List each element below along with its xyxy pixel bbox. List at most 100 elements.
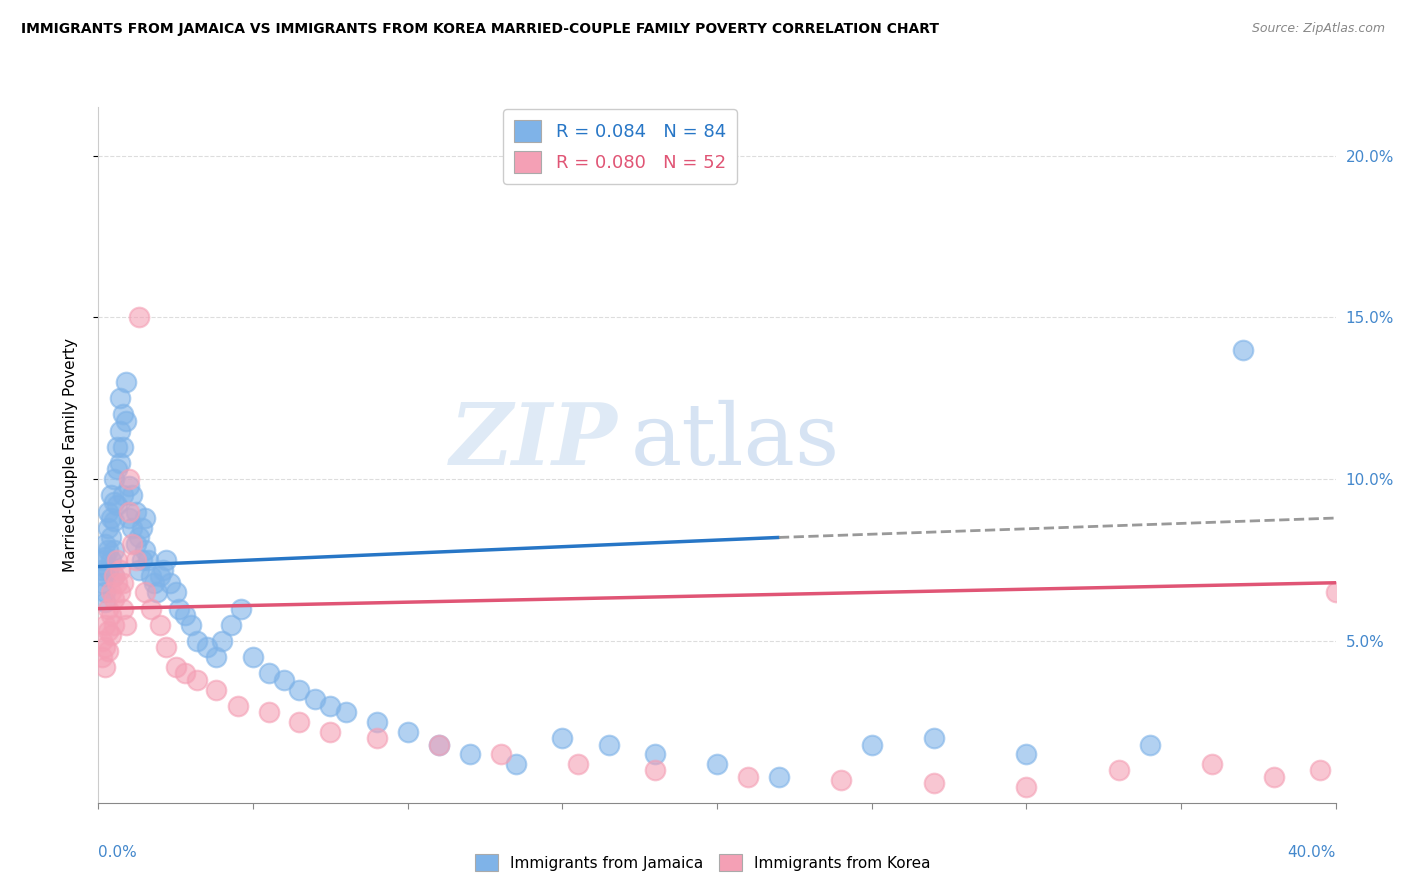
Point — [105, 462, 128, 476]
Point — [458, 747, 481, 762]
Point — [124, 537, 146, 551]
Point — [860, 738, 883, 752]
Y-axis label: Married-Couple Family Poverty: Married-Couple Family Poverty — [63, 338, 77, 572]
Point — [149, 617, 172, 632]
Point — [598, 738, 620, 752]
Point — [115, 414, 138, 428]
Point — [1309, 764, 1331, 778]
Point — [124, 553, 146, 567]
Point — [97, 521, 120, 535]
Point — [427, 738, 450, 752]
Point — [108, 456, 131, 470]
Legend: Immigrants from Jamaica, Immigrants from Korea: Immigrants from Jamaica, Immigrants from… — [470, 848, 936, 877]
Point — [1201, 756, 1223, 771]
Point — [366, 714, 388, 729]
Point — [136, 553, 159, 567]
Point — [112, 408, 135, 422]
Point — [1015, 780, 1038, 794]
Point — [121, 488, 143, 502]
Point — [118, 478, 141, 492]
Point — [100, 608, 122, 623]
Point — [304, 692, 326, 706]
Point — [90, 553, 112, 567]
Point — [103, 569, 125, 583]
Point — [97, 563, 120, 577]
Point — [121, 537, 143, 551]
Point — [319, 724, 342, 739]
Point — [134, 585, 156, 599]
Point — [121, 521, 143, 535]
Point — [211, 634, 233, 648]
Point — [93, 549, 115, 564]
Point — [105, 440, 128, 454]
Point — [149, 569, 172, 583]
Point — [131, 521, 153, 535]
Point — [139, 569, 162, 583]
Point — [1015, 747, 1038, 762]
Point — [100, 488, 122, 502]
Point — [115, 375, 138, 389]
Point — [103, 543, 125, 558]
Point — [118, 504, 141, 518]
Point — [159, 575, 181, 590]
Point — [108, 424, 131, 438]
Point — [115, 617, 138, 632]
Point — [155, 553, 177, 567]
Point — [288, 682, 311, 697]
Point — [93, 595, 115, 609]
Point — [427, 738, 450, 752]
Point — [165, 585, 187, 599]
Point — [134, 543, 156, 558]
Point — [103, 569, 125, 583]
Legend: R = 0.084   N = 84, R = 0.080   N = 52: R = 0.084 N = 84, R = 0.080 N = 52 — [503, 109, 737, 184]
Point — [922, 776, 945, 790]
Point — [100, 585, 122, 599]
Point — [93, 660, 115, 674]
Text: Source: ZipAtlas.com: Source: ZipAtlas.com — [1251, 22, 1385, 36]
Point — [100, 511, 122, 525]
Point — [922, 731, 945, 745]
Point — [288, 714, 311, 729]
Point — [134, 511, 156, 525]
Point — [205, 650, 228, 665]
Point — [97, 504, 120, 518]
Point — [229, 601, 252, 615]
Point — [551, 731, 574, 745]
Point — [108, 392, 131, 406]
Point — [489, 747, 512, 762]
Point — [103, 591, 125, 606]
Point — [221, 617, 243, 632]
Point — [165, 660, 187, 674]
Point — [257, 666, 280, 681]
Point — [139, 601, 162, 615]
Point — [112, 488, 135, 502]
Point — [1139, 738, 1161, 752]
Point — [257, 705, 280, 719]
Point — [124, 504, 146, 518]
Point — [242, 650, 264, 665]
Point — [128, 531, 150, 545]
Point — [93, 617, 115, 632]
Point — [105, 498, 128, 512]
Point — [174, 608, 197, 623]
Point — [706, 756, 728, 771]
Point — [100, 627, 122, 641]
Point — [112, 601, 135, 615]
Point — [108, 563, 131, 577]
Point — [505, 756, 527, 771]
Text: ZIP: ZIP — [450, 400, 619, 483]
Point — [319, 698, 342, 713]
Point — [93, 569, 115, 583]
Point — [567, 756, 589, 771]
Point — [737, 770, 759, 784]
Text: IMMIGRANTS FROM JAMAICA VS IMMIGRANTS FROM KOREA MARRIED-COUPLE FAMILY POVERTY C: IMMIGRANTS FROM JAMAICA VS IMMIGRANTS FR… — [21, 22, 939, 37]
Point — [205, 682, 228, 697]
Point — [186, 634, 208, 648]
Point — [97, 624, 120, 639]
Point — [103, 617, 125, 632]
Text: 40.0%: 40.0% — [1288, 845, 1336, 860]
Point — [1232, 343, 1254, 357]
Point — [131, 553, 153, 567]
Point — [1263, 770, 1285, 784]
Point — [105, 553, 128, 567]
